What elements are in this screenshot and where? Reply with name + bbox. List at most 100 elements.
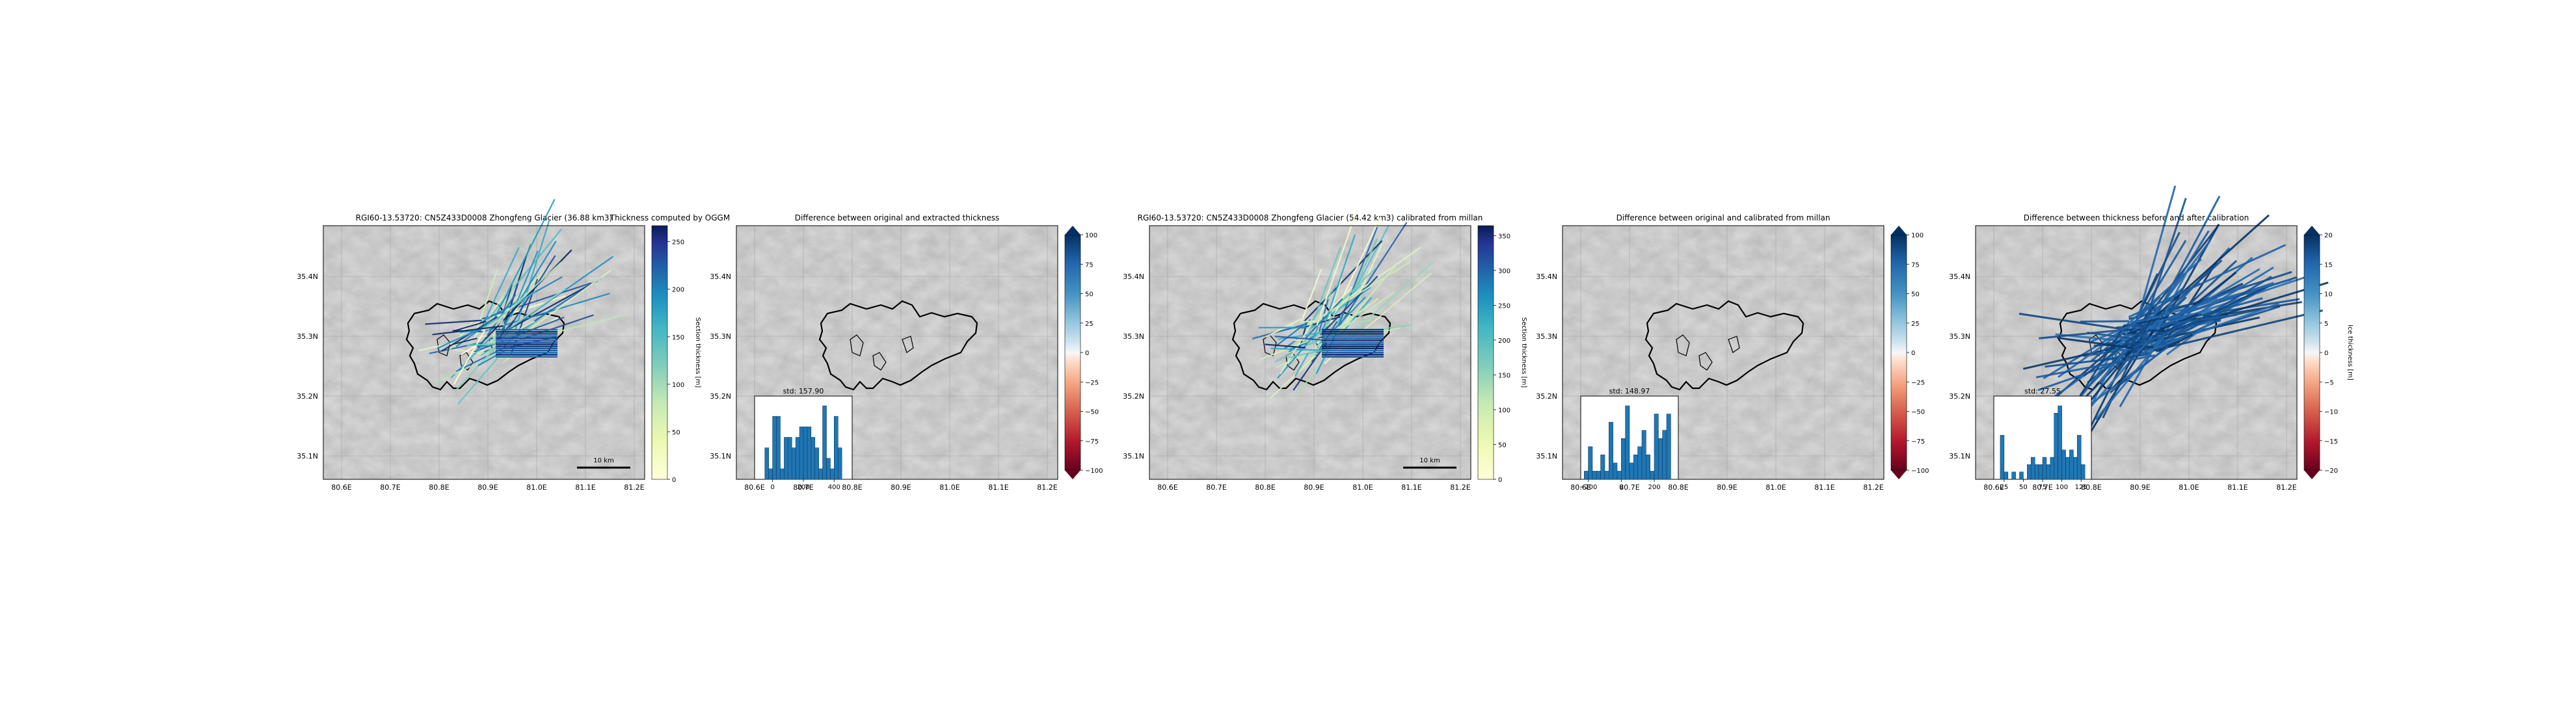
x-tick-label: 81.0E bbox=[526, 483, 546, 492]
histogram-bar bbox=[1617, 471, 1621, 479]
x-tick-label: 80.9E bbox=[1304, 483, 1324, 492]
inset-std-label: std: 27.55 bbox=[2024, 387, 2061, 395]
colorbar-tick-label: 350 bbox=[1498, 233, 1510, 240]
x-tick-label: 81.2E bbox=[1863, 483, 1883, 492]
histogram-bar bbox=[2062, 450, 2066, 479]
histogram-bar bbox=[2077, 435, 2081, 479]
colorbar-tick-label: 100 bbox=[1085, 232, 1097, 239]
colorbar-tick-label: 5 bbox=[2324, 321, 2328, 328]
histogram-bar bbox=[1633, 455, 1637, 479]
histogram-bar bbox=[2020, 472, 2024, 479]
histogram-bar bbox=[2066, 457, 2070, 479]
colorbar-tick-label: −15 bbox=[2324, 438, 2338, 446]
inset-tick-label: 0 bbox=[770, 484, 774, 491]
histogram-bar bbox=[781, 469, 785, 479]
histogram-bar bbox=[784, 437, 788, 479]
colorbar-tick-label: 50 bbox=[1085, 291, 1093, 299]
colorbar-tick-label: −50 bbox=[1085, 409, 1099, 416]
histogram-bar bbox=[1663, 431, 1667, 479]
histogram-bar bbox=[838, 448, 842, 479]
y-tick-label: 35.1N bbox=[710, 452, 731, 460]
inset-tick-label: 0 bbox=[1619, 484, 1623, 491]
x-tick-label: 80.9E bbox=[2130, 483, 2150, 492]
inset-tick-label: 100 bbox=[2056, 484, 2068, 491]
x-tick-label: 80.6E bbox=[331, 483, 351, 492]
y-tick-label: 35.2N bbox=[1536, 392, 1557, 401]
x-tick-label: 81.2E bbox=[2276, 483, 2296, 492]
histogram-bar bbox=[1609, 422, 1613, 479]
x-tick-label: 81.1E bbox=[2227, 483, 2247, 492]
inset-tick-label: 25 bbox=[2000, 484, 2008, 491]
panel-5: Difference between thickness before and … bbox=[1949, 186, 2354, 492]
colorbar-tick-label: −100 bbox=[1085, 468, 1103, 475]
histogram-bar bbox=[1596, 471, 1600, 479]
histogram-bar bbox=[2081, 464, 2085, 479]
histogram-bar bbox=[834, 416, 838, 479]
colorbar-tick-label: 100 bbox=[672, 382, 684, 389]
colorbar-tick-label: 100 bbox=[1911, 232, 1924, 239]
histogram-bar bbox=[2012, 472, 2016, 479]
histogram-bar bbox=[2035, 464, 2039, 479]
colorbar-tick-label: 0 bbox=[1085, 350, 1089, 357]
colorbar-tick-label: 0 bbox=[1911, 350, 1915, 357]
y-tick-label: 35.4N bbox=[710, 273, 731, 281]
colorbar-tick-label: −75 bbox=[1911, 438, 1925, 446]
x-tick-label: 80.9E bbox=[477, 483, 498, 492]
histogram-bar bbox=[1667, 414, 1670, 479]
x-tick-label: 80.6E bbox=[1157, 483, 1177, 492]
histogram-bar bbox=[803, 427, 807, 479]
colorbar-tick-label: 200 bbox=[672, 287, 684, 294]
y-tick-label: 35.2N bbox=[710, 392, 731, 401]
panel-4: Difference between original and calibrat… bbox=[1536, 213, 1929, 492]
colorbar-label: Section thickness [m] bbox=[1520, 317, 1527, 388]
histogram-bar bbox=[2039, 464, 2043, 479]
colorbar-extend-bottom bbox=[2304, 470, 2320, 479]
y-tick-label: 35.2N bbox=[1123, 392, 1144, 401]
colorbar-tick-label: −75 bbox=[1085, 438, 1099, 446]
x-tick-label: 81.1E bbox=[988, 483, 1008, 492]
histogram-bar bbox=[1642, 431, 1646, 479]
histogram-bar bbox=[1601, 455, 1605, 479]
colorbar-tick-label: −25 bbox=[1911, 379, 1925, 386]
y-tick-label: 35.3N bbox=[710, 332, 731, 341]
x-tick-label: 81.1E bbox=[1401, 483, 1421, 492]
histogram-bar bbox=[1584, 471, 1588, 479]
y-tick-label: 35.4N bbox=[297, 273, 318, 281]
histogram-bar bbox=[765, 448, 769, 479]
x-tick-label: 80.8E bbox=[429, 483, 449, 492]
colorbar-tick-label: 0 bbox=[1498, 477, 1502, 484]
histogram-bar bbox=[1638, 447, 1642, 479]
y-tick-label: 35.2N bbox=[1949, 392, 1970, 401]
colorbar-tick-label: −5 bbox=[2324, 379, 2334, 386]
histogram-bar bbox=[2050, 457, 2054, 479]
flowline-section bbox=[2080, 321, 2129, 322]
colorbar-extend-top bbox=[2304, 226, 2320, 235]
histogram-bar bbox=[769, 469, 773, 479]
inset-tick-label: 125 bbox=[2075, 484, 2087, 491]
histogram-bar bbox=[792, 448, 796, 479]
histogram-bar bbox=[2043, 457, 2046, 479]
panel-title: Difference between thickness before and … bbox=[2024, 213, 2249, 222]
histogram-bar bbox=[811, 437, 815, 479]
x-tick-label: 81.0E bbox=[1352, 483, 1373, 492]
y-tick-label: 35.1N bbox=[297, 452, 318, 460]
x-tick-label: 80.9E bbox=[1717, 483, 1737, 492]
colorbar-tick-label: 0 bbox=[672, 477, 676, 484]
histogram-bar bbox=[1621, 438, 1625, 479]
colorbar-tick-label: 25 bbox=[1085, 321, 1093, 328]
colorbar-tick-label: 250 bbox=[1498, 302, 1510, 310]
histogram-bar bbox=[2046, 464, 2050, 479]
histogram-bar bbox=[773, 416, 777, 479]
histogram-bar bbox=[796, 437, 799, 479]
histogram-bar bbox=[815, 448, 819, 479]
histogram-bar bbox=[827, 459, 831, 479]
colorbar-bar bbox=[652, 226, 667, 479]
x-tick-label: 81.2E bbox=[1450, 483, 1470, 492]
y-tick-label: 35.3N bbox=[1949, 332, 1970, 341]
colorbar-tick-label: −50 bbox=[1911, 409, 1925, 416]
panel-3: RGI60-13.53720: CN5Z433D0008 Zhongfeng G… bbox=[1123, 210, 1527, 492]
colorbar-extend-bottom bbox=[1891, 470, 1907, 479]
